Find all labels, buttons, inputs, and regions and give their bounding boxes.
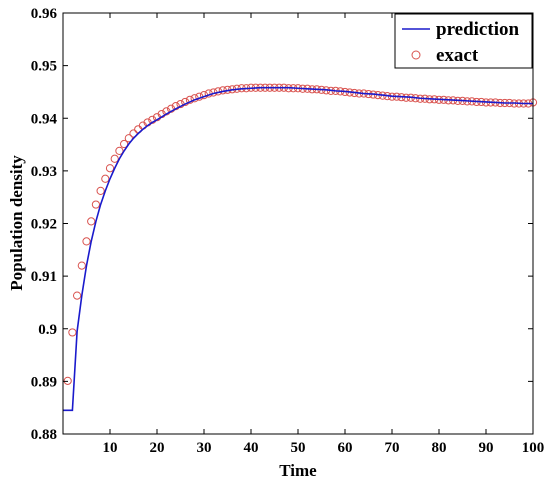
x-tick-label: 90 <box>479 440 494 456</box>
exact-point <box>124 134 133 143</box>
legend-exact-marker <box>411 50 421 60</box>
x-tick-label: 30 <box>197 440 212 456</box>
exact-point <box>82 237 91 246</box>
exact-point <box>101 174 110 183</box>
x-tick-label: 100 <box>522 440 545 456</box>
y-tick-label: 0.94 <box>31 111 58 127</box>
x-tick-label: 10 <box>103 440 118 456</box>
y-tick-label: 0.9 <box>38 322 57 338</box>
y-tick-label: 0.96 <box>31 6 58 22</box>
prediction-line <box>63 86 533 412</box>
exact-point <box>115 146 124 155</box>
exact-point <box>68 328 77 337</box>
y-axis-title: Population density <box>7 155 26 291</box>
exact-point <box>110 154 119 163</box>
exact-point <box>63 376 72 385</box>
exact-point <box>91 200 101 209</box>
plot-area <box>63 13 533 434</box>
exact-point <box>120 139 129 149</box>
legend: prediction exact <box>394 13 533 69</box>
x-tick-label: 70 <box>385 440 400 456</box>
x-tick-label: 40 <box>244 440 259 456</box>
exact-point <box>87 217 96 226</box>
x-tick-label: 50 <box>291 440 306 456</box>
x-axis-title: Time <box>279 461 317 480</box>
x-tick-label: 60 <box>338 440 353 456</box>
y-axis: 0.88 0.89 0.9 0.91 0.92 0.93 0.94 0.95 0.96 <box>31 6 533 443</box>
y-tick-label: 0.93 <box>31 164 57 180</box>
x-axis: 10 20 30 40 50 60 70 80 90 100 <box>103 13 545 456</box>
y-tick-label: 0.95 <box>31 59 57 75</box>
x-tick-label: 80 <box>432 440 447 456</box>
exact-point <box>105 164 115 173</box>
exact-point <box>96 186 105 195</box>
x-tick-label: 20 <box>150 440 165 456</box>
y-tick-label: 0.88 <box>31 427 57 443</box>
exact-point <box>73 291 82 300</box>
exact-point <box>77 261 86 270</box>
y-tick-label: 0.91 <box>31 269 57 285</box>
series-layer <box>63 83 538 412</box>
legend-prediction-label: prediction <box>436 19 519 40</box>
legend-exact-label: exact <box>436 45 479 66</box>
y-tick-label: 0.92 <box>31 217 57 233</box>
y-tick-label: 0.89 <box>31 374 57 390</box>
